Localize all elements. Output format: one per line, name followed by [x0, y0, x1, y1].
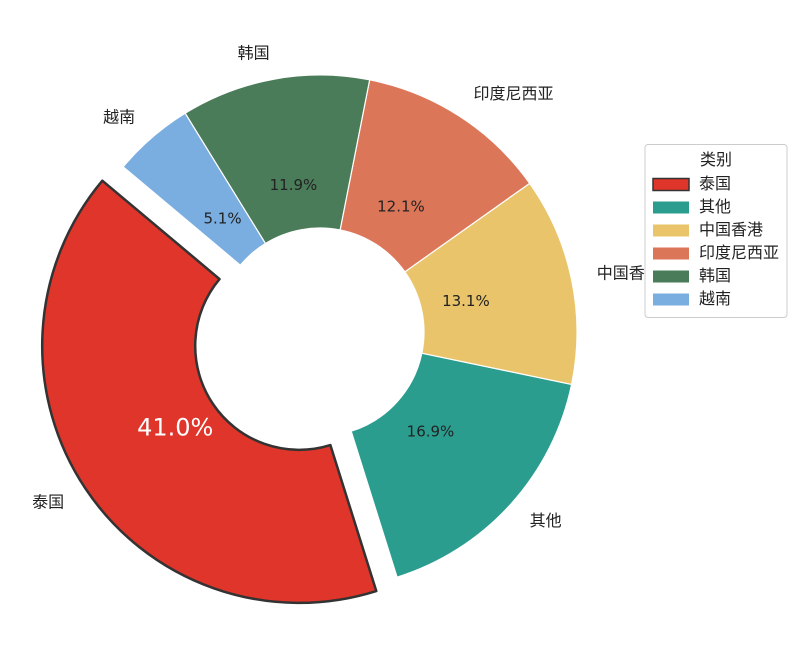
legend-label: 泰国: [699, 174, 731, 193]
category-label: 其他: [530, 511, 562, 530]
pie-slice: [41, 179, 378, 605]
legend-swatch: [653, 247, 689, 260]
category-label: 泰国: [32, 492, 64, 511]
legend-label: 韩国: [699, 266, 731, 285]
value-label: 41.0%: [137, 414, 213, 442]
category-label: 韩国: [238, 43, 270, 62]
pie-slice: [184, 74, 371, 245]
legend-label: 中国香港: [699, 220, 763, 239]
pie-slice: [122, 112, 267, 266]
legend-title: 类别: [700, 150, 732, 169]
value-label: 11.9%: [270, 176, 318, 194]
value-label: 13.1%: [442, 292, 490, 310]
category-label: 越南: [103, 108, 135, 127]
legend-swatch: [653, 270, 689, 283]
legend-swatch: [653, 293, 689, 306]
pie-slice: [350, 352, 573, 578]
legend-swatch: [653, 224, 689, 237]
legend-swatch: [652, 177, 690, 192]
value-label: 5.1%: [203, 210, 241, 228]
legend-swatch: [653, 201, 689, 214]
legend-label: 其他: [699, 197, 731, 216]
legend-label: 越南: [699, 289, 731, 308]
category-label: 印度尼西亚: [474, 84, 554, 103]
value-label: 12.1%: [377, 197, 425, 215]
legend-label: 印度尼西亚: [699, 243, 779, 262]
pie-slice: [404, 182, 578, 386]
value-label: 16.9%: [407, 423, 455, 441]
pie-slice: [339, 79, 531, 273]
